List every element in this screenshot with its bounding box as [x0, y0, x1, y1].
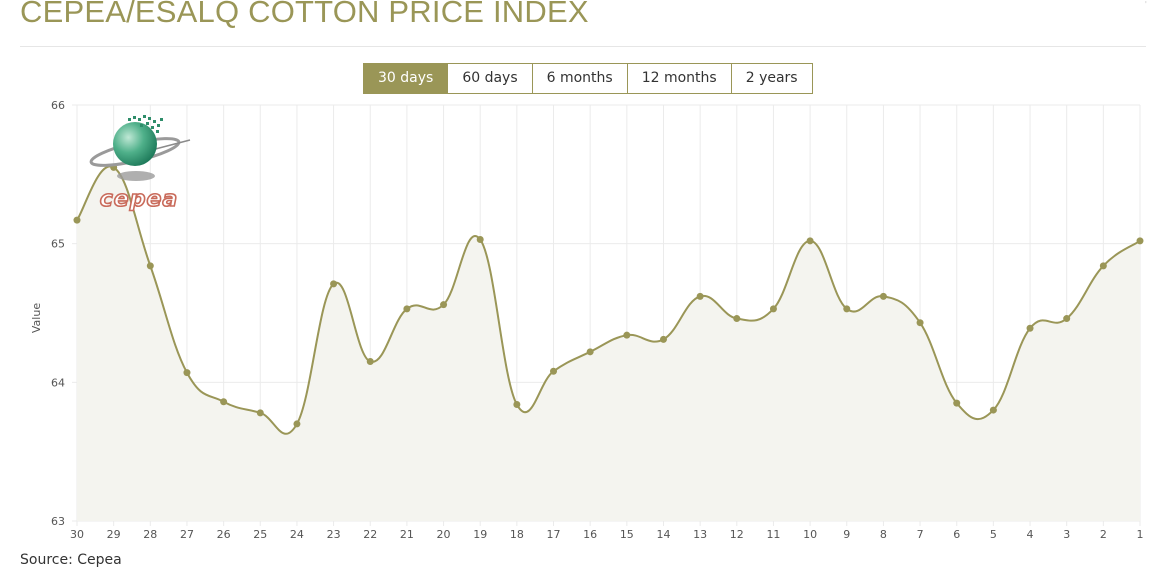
x-tick-label: 16	[583, 528, 597, 541]
series-area	[77, 166, 1140, 521]
data-point[interactable]	[843, 305, 851, 313]
logo-globe	[113, 122, 157, 166]
x-tick-label: 3	[1063, 528, 1070, 541]
tab-60-days[interactable]: 60 days	[448, 63, 533, 94]
data-point[interactable]	[1136, 237, 1144, 245]
data-point[interactable]	[659, 335, 667, 343]
x-tick-label: 8	[880, 528, 887, 541]
data-point[interactable]	[513, 401, 521, 409]
tab-12-months[interactable]: 12 months	[627, 63, 732, 94]
data-point[interactable]	[1099, 262, 1107, 270]
data-point[interactable]	[696, 292, 704, 300]
data-point[interactable]	[146, 262, 154, 270]
page-title: CEPEA/ESALQ COTTON PRICE INDEX	[20, 0, 589, 29]
x-tick-label: 20	[437, 528, 451, 541]
x-tick-label: 19	[473, 528, 487, 541]
x-tick-label: 4	[1027, 528, 1034, 541]
range-tabs: 30 days 60 days 6 months 12 months 2 yea…	[363, 63, 813, 94]
data-point[interactable]	[586, 348, 594, 356]
source-note: Source: Cepea	[20, 552, 122, 568]
x-tick-label: 30	[70, 528, 84, 541]
y-tick-label: 66	[51, 99, 65, 112]
data-point[interactable]	[476, 236, 484, 244]
title-divider	[20, 46, 1146, 47]
x-tick-label: 12	[730, 528, 744, 541]
x-tick-label: 21	[400, 528, 414, 541]
logo-wordmark: cepea	[100, 187, 178, 212]
y-tick-label: 63	[51, 515, 65, 528]
x-tick-label: 25	[253, 528, 267, 541]
y-axis-label: Value	[30, 303, 43, 333]
data-point[interactable]	[550, 367, 558, 375]
corner-mark: '	[1144, 0, 1147, 9]
cepea-logo: cepea	[89, 115, 191, 213]
x-tick-label: 1	[1137, 528, 1144, 541]
x-tick-label: 23	[327, 528, 341, 541]
y-tick-label: 65	[51, 238, 65, 251]
tab-2-years[interactable]: 2 years	[731, 63, 813, 94]
x-tick-label: 18	[510, 528, 524, 541]
data-point[interactable]	[879, 292, 887, 300]
x-tick-label: 24	[290, 528, 304, 541]
data-point[interactable]	[1026, 324, 1034, 332]
x-tick-label: 10	[803, 528, 817, 541]
y-tick-label: 64	[51, 376, 65, 389]
data-point[interactable]	[220, 398, 228, 406]
x-tick-label: 14	[656, 528, 670, 541]
data-point[interactable]	[1063, 315, 1071, 323]
data-point[interactable]	[916, 319, 924, 327]
data-point[interactable]	[403, 305, 411, 313]
logo-pixels	[128, 115, 163, 133]
logo-shadow	[117, 171, 155, 181]
data-point[interactable]	[330, 280, 338, 288]
x-tick-label: 9	[843, 528, 850, 541]
tab-30-days[interactable]: 30 days	[363, 63, 449, 94]
x-tick-label: 22	[363, 528, 377, 541]
x-tick-label: 7	[917, 528, 924, 541]
x-tick-label: 29	[107, 528, 121, 541]
data-point[interactable]	[293, 420, 301, 428]
tab-6-months[interactable]: 6 months	[532, 63, 628, 94]
data-point[interactable]	[623, 331, 631, 339]
data-point[interactable]	[366, 358, 374, 366]
data-point[interactable]	[256, 409, 264, 417]
data-point[interactable]	[73, 216, 81, 224]
x-tick-label: 6	[953, 528, 960, 541]
data-point[interactable]	[733, 315, 741, 323]
x-tick-label: 26	[217, 528, 231, 541]
x-tick-label: 27	[180, 528, 194, 541]
x-tick-label: 13	[693, 528, 707, 541]
x-tick-label: 17	[547, 528, 561, 541]
series-points	[73, 163, 1144, 428]
y-axis-ticks: 63 64 65 66	[51, 99, 65, 528]
x-axis-ticks: 30 29 28 27 26 25 24 23 22 21 20 19 18 17 16 15 14 13 12 11…	[70, 528, 1144, 541]
x-tick-label: 28	[143, 528, 157, 541]
x-tick-label: 11	[766, 528, 780, 541]
x-tick-label: 15	[620, 528, 634, 541]
data-point[interactable]	[769, 305, 777, 313]
data-point[interactable]	[440, 301, 448, 309]
data-point[interactable]	[183, 369, 191, 377]
data-point[interactable]	[806, 237, 814, 245]
x-tick-label: 2	[1100, 528, 1107, 541]
x-tick-label: 5	[990, 528, 997, 541]
data-point[interactable]	[953, 399, 961, 407]
data-point[interactable]	[989, 406, 997, 414]
